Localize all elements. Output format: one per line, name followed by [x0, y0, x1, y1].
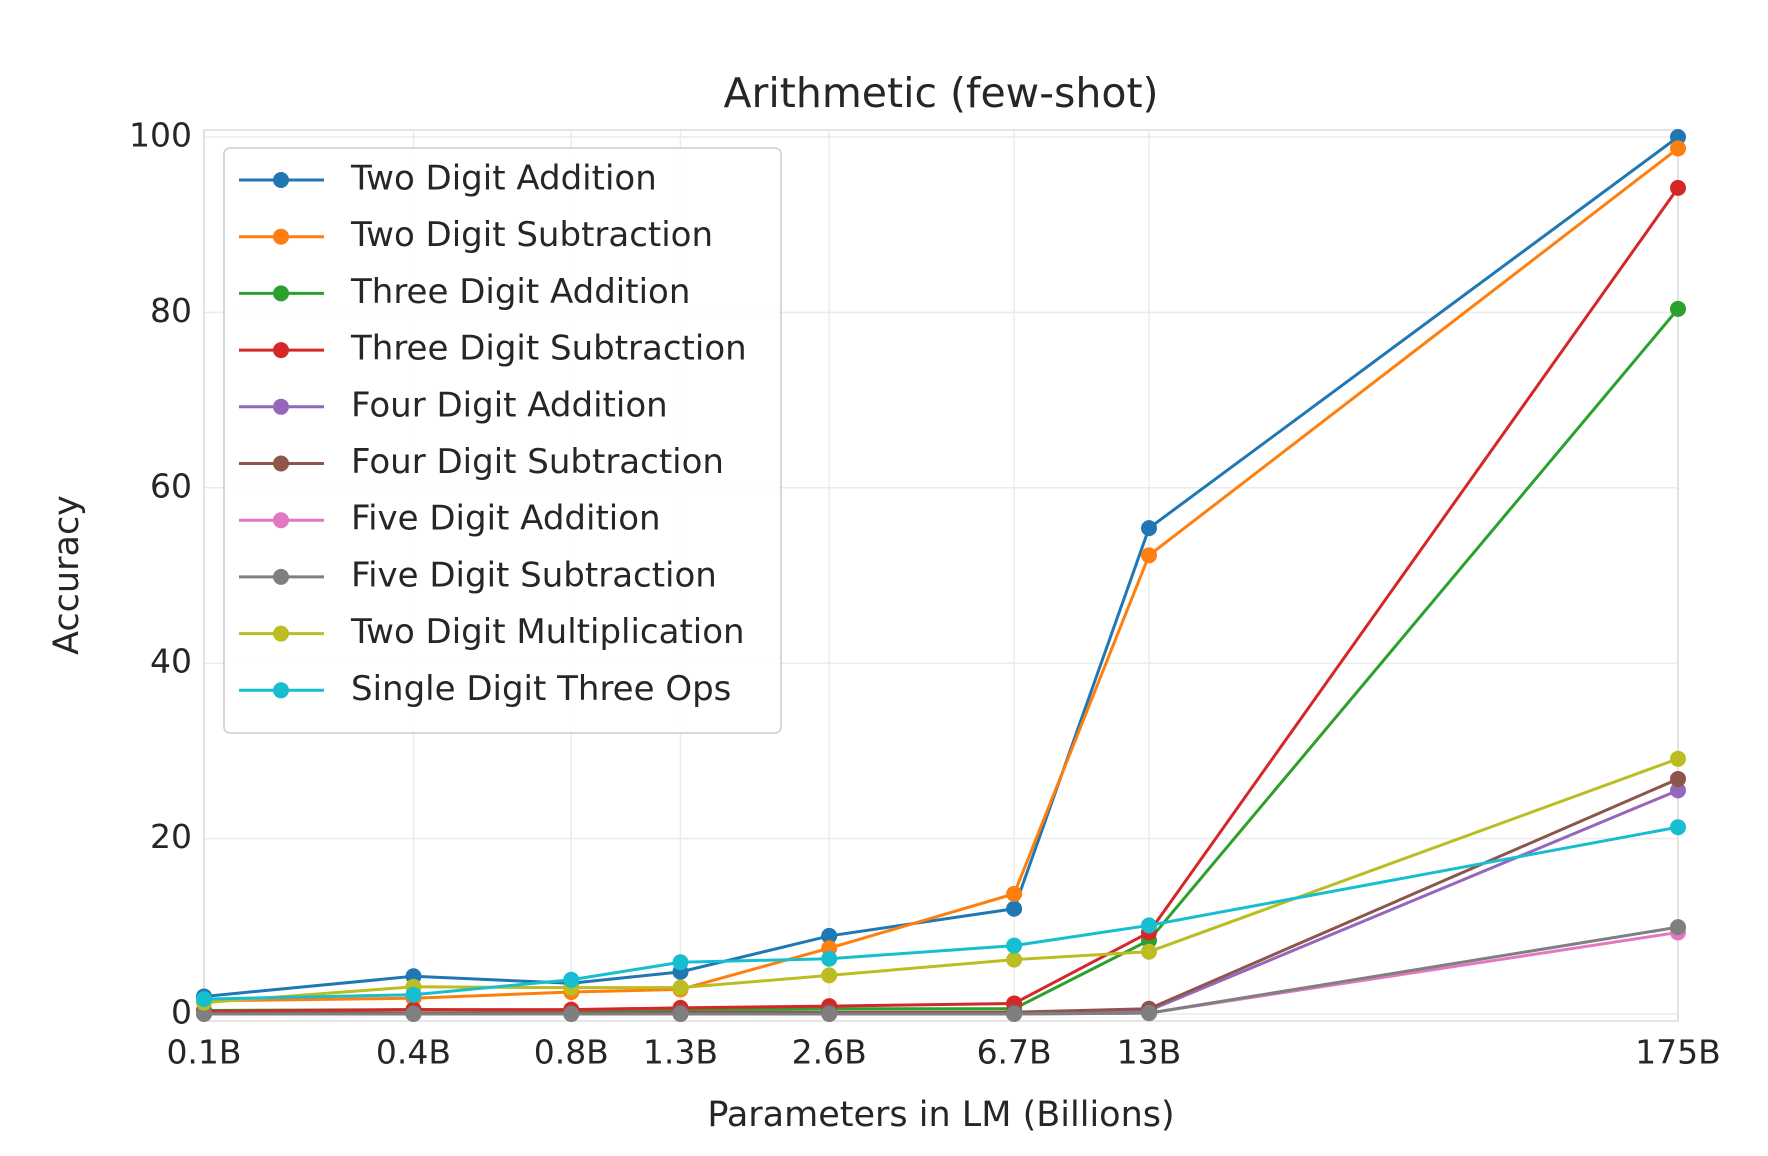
y-axis-label: Accuracy — [47, 495, 87, 655]
legend-label: Two Digit Addition — [350, 159, 657, 199]
data-point — [1670, 179, 1686, 196]
data-point — [1670, 750, 1686, 767]
legend-marker — [273, 342, 289, 359]
legend-marker — [273, 398, 289, 415]
data-point — [1141, 520, 1158, 537]
data-point — [1006, 900, 1023, 917]
plot-frame — [203, 129, 1679, 1022]
legend-marker — [273, 228, 289, 245]
legend-marker — [273, 682, 289, 699]
series-line — [203, 147, 1679, 1003]
data-point — [563, 1005, 580, 1022]
legend-label: Two Digit Subtraction — [350, 215, 713, 255]
data-point — [821, 967, 838, 984]
series-line — [203, 187, 1680, 1013]
data-point — [196, 1005, 212, 1022]
data-point — [821, 927, 838, 944]
data-point — [1006, 951, 1023, 968]
data-point — [563, 971, 580, 988]
legend-label: Four Digit Addition — [351, 385, 668, 425]
legend-label: Five Digit Addition — [351, 499, 661, 539]
legend: Two Digit Addition Two Digit Subtraction T… — [223, 147, 782, 734]
legend-label: Three Digit Addition — [350, 272, 690, 312]
legend-label: Five Digit Subtraction — [351, 555, 717, 595]
data-point — [1670, 819, 1686, 836]
series-line — [203, 757, 1679, 1005]
x-tick-label: 0.1B — [166, 1033, 241, 1072]
legend-marker — [273, 285, 289, 302]
data-point — [405, 986, 422, 1003]
x-tick-label: 2.6B — [792, 1033, 867, 1072]
data-point — [672, 1005, 689, 1022]
series-line — [203, 135, 1679, 998]
legend-marker — [273, 568, 289, 585]
legend-label: Two Digit Multiplication — [350, 612, 745, 652]
series-line — [203, 825, 1679, 1001]
x-tick-label: 1.3B — [643, 1033, 718, 1072]
x-tick-label: 0.4B — [376, 1033, 451, 1072]
series-line — [204, 788, 1679, 1015]
data-point — [1141, 917, 1158, 934]
y-tick-label: 20 — [150, 817, 192, 856]
legend-marker — [273, 512, 289, 529]
data-point — [1670, 782, 1686, 799]
x-tick-label: 175B — [1635, 1033, 1721, 1072]
x-tick-label: 0.8B — [534, 1033, 609, 1072]
legend-label: Four Digit Subtraction — [351, 442, 724, 482]
data-point — [1141, 943, 1158, 960]
data-point — [1670, 140, 1686, 157]
data-point — [672, 954, 689, 971]
y-tick-label: 0 — [171, 992, 192, 1031]
data-point — [1670, 300, 1686, 317]
y-tick-label: 80 — [150, 291, 192, 330]
chart-title: Arithmetic (few-shot) — [723, 69, 1158, 117]
legend-label: Three Digit Subtraction — [350, 329, 747, 369]
legend-marker — [273, 625, 289, 642]
data-point — [1670, 919, 1686, 936]
series-line — [204, 925, 1679, 1016]
legend-marker — [273, 455, 289, 472]
data-point — [1006, 885, 1023, 902]
data-point — [405, 1005, 422, 1022]
data-point — [672, 979, 689, 996]
legend-label: Single Digit Three Ops — [351, 669, 731, 709]
data-point — [1006, 937, 1023, 954]
x-axis-label: Parameters in LM (Billions) — [707, 1095, 1174, 1135]
legend-box — [223, 147, 782, 734]
data-point — [1141, 1005, 1158, 1022]
x-tick-label: 13B — [1117, 1033, 1182, 1072]
data-point — [1141, 547, 1158, 564]
data-point — [1670, 770, 1686, 787]
y-tick-label: 60 — [150, 466, 192, 505]
data-point — [1670, 129, 1686, 146]
data-point — [821, 1005, 838, 1022]
data-point — [821, 950, 838, 967]
legend-marker — [273, 172, 289, 188]
x-tick-label: 6.7B — [977, 1033, 1052, 1072]
data-point — [1006, 1005, 1023, 1022]
data-point — [196, 991, 212, 1008]
y-tick-label: 100 — [129, 116, 192, 155]
y-tick-label: 40 — [150, 642, 192, 681]
series-line — [204, 930, 1679, 1016]
